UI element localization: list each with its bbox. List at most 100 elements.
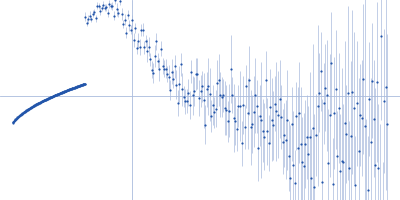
Point bbox=[49, 95, 55, 98]
Point bbox=[15, 115, 22, 118]
Point bbox=[79, 83, 86, 86]
Point bbox=[144, 49, 150, 52]
Point bbox=[18, 113, 24, 116]
Point bbox=[91, 11, 97, 14]
Point bbox=[20, 111, 27, 114]
Point bbox=[374, 80, 380, 84]
Point bbox=[184, 99, 190, 103]
Point bbox=[267, 105, 274, 108]
Point bbox=[296, 111, 302, 114]
Point bbox=[36, 101, 43, 104]
Point bbox=[80, 83, 87, 86]
Point bbox=[58, 91, 65, 94]
Point bbox=[118, 13, 125, 16]
Point bbox=[77, 84, 84, 87]
Point bbox=[243, 85, 249, 88]
Point bbox=[369, 79, 376, 82]
Point bbox=[33, 103, 39, 106]
Point bbox=[71, 86, 78, 89]
Point bbox=[357, 113, 363, 116]
Point bbox=[92, 17, 99, 20]
Point bbox=[72, 86, 78, 89]
Point bbox=[19, 112, 25, 115]
Point bbox=[343, 132, 350, 136]
Point bbox=[136, 45, 143, 48]
Point bbox=[71, 86, 77, 89]
Point bbox=[31, 104, 37, 107]
Point bbox=[287, 176, 293, 179]
Point bbox=[57, 92, 63, 95]
Point bbox=[293, 114, 300, 118]
Point bbox=[70, 86, 76, 90]
Point bbox=[316, 91, 322, 94]
Point bbox=[36, 101, 42, 104]
Point bbox=[56, 92, 62, 95]
Point bbox=[100, 3, 106, 6]
Point bbox=[18, 112, 25, 116]
Point bbox=[149, 68, 155, 71]
Point bbox=[98, 6, 105, 10]
Point bbox=[51, 94, 57, 97]
Point bbox=[23, 109, 30, 112]
Point bbox=[281, 133, 287, 137]
Point bbox=[182, 100, 188, 103]
Point bbox=[46, 96, 52, 100]
Point bbox=[146, 45, 152, 48]
Point bbox=[378, 34, 384, 37]
Point bbox=[30, 104, 36, 108]
Point bbox=[305, 153, 312, 156]
Point bbox=[56, 92, 63, 95]
Point bbox=[170, 77, 176, 81]
Point bbox=[210, 104, 216, 107]
Point bbox=[14, 117, 20, 120]
Point bbox=[37, 101, 43, 104]
Point bbox=[381, 100, 388, 103]
Point bbox=[301, 164, 307, 168]
Point bbox=[194, 72, 201, 75]
Point bbox=[241, 126, 248, 129]
Point bbox=[36, 101, 42, 105]
Point bbox=[310, 127, 316, 130]
Point bbox=[27, 106, 33, 110]
Point bbox=[32, 104, 38, 107]
Point bbox=[130, 38, 137, 42]
Point bbox=[57, 91, 64, 95]
Point bbox=[240, 103, 246, 107]
Point bbox=[286, 154, 292, 158]
Point bbox=[54, 93, 61, 96]
Point bbox=[30, 104, 37, 107]
Point bbox=[349, 90, 356, 94]
Point bbox=[23, 109, 29, 112]
Point bbox=[31, 104, 38, 107]
Point bbox=[28, 106, 34, 109]
Point bbox=[348, 134, 354, 137]
Point bbox=[252, 94, 258, 97]
Point bbox=[218, 96, 225, 99]
Point bbox=[19, 112, 26, 115]
Point bbox=[32, 103, 38, 107]
Point bbox=[29, 105, 36, 108]
Point bbox=[9, 121, 16, 125]
Point bbox=[54, 93, 60, 96]
Point bbox=[190, 94, 196, 97]
Point bbox=[50, 95, 56, 98]
Point bbox=[69, 87, 75, 90]
Point bbox=[328, 62, 334, 65]
Point bbox=[45, 97, 52, 100]
Point bbox=[42, 98, 48, 101]
Point bbox=[78, 84, 84, 87]
Point bbox=[68, 87, 75, 90]
Point bbox=[45, 97, 51, 100]
Point bbox=[24, 108, 30, 111]
Point bbox=[64, 89, 71, 92]
Point bbox=[12, 119, 18, 122]
Point bbox=[162, 67, 169, 70]
Point bbox=[69, 87, 76, 90]
Point bbox=[191, 90, 198, 93]
Point bbox=[50, 94, 57, 98]
Point bbox=[18, 113, 24, 116]
Point bbox=[223, 108, 230, 111]
Point bbox=[358, 117, 365, 120]
Point bbox=[258, 118, 264, 122]
Point bbox=[147, 58, 154, 61]
